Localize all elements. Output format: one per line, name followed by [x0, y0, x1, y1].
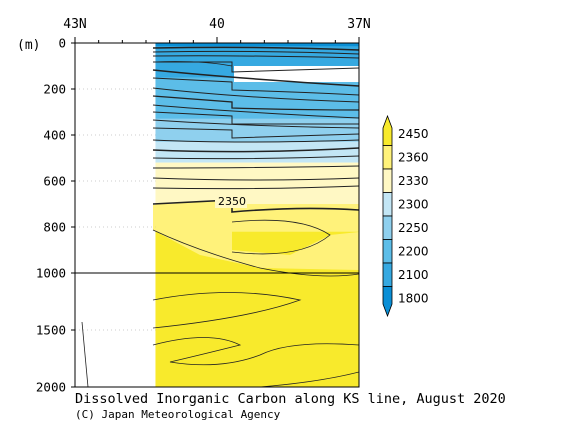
legend-swatch [382, 262, 393, 287]
contour-line-0 [152, 46, 359, 51]
contour-line-18 [152, 199, 359, 213]
latitude-axis: 43N 40 37N [63, 17, 371, 43]
fill-band-0 [155, 43, 359, 47]
contour-line-24 [152, 61, 233, 67]
depth-tick-label: 200 [43, 82, 66, 97]
legend-swatch [382, 145, 393, 170]
legend-label: 2330 [398, 174, 429, 188]
contour-line-13 [152, 147, 359, 153]
credit-text: (C) Japan Meteorological Agency [75, 408, 281, 421]
contour-line-16 [152, 177, 359, 181]
legend-swatch [382, 192, 393, 217]
depth-tick-label: 0 [58, 36, 66, 51]
contour-line-21 [152, 292, 302, 329]
contour-label-bg [215, 194, 247, 208]
lat-tick-label: 43N [63, 17, 86, 32]
contour-line-edge [81, 321, 89, 387]
contour-line-7 [152, 95, 359, 111]
legend-swatch [382, 286, 393, 318]
contour-lines [81, 46, 359, 387]
contour-line-11 [152, 127, 359, 139]
depth-tick-label: 400 [43, 128, 66, 143]
fill-band-4 [155, 141, 359, 163]
contour-line-6 [152, 87, 359, 103]
lat-tick-label: 40 [209, 17, 225, 32]
legend-label: 2200 [398, 244, 429, 258]
legend-label: 2250 [398, 221, 429, 235]
contour-line-20 [231, 219, 331, 255]
depth-tick-label: 2000 [36, 380, 66, 395]
legend-label: 2300 [398, 197, 429, 211]
fill-band-5 [155, 162, 359, 204]
depth-tick-label: 800 [43, 220, 66, 235]
depth-tick-label: 1000 [36, 266, 66, 281]
depth-axis: 0 200 400 600 800 1000 1500 2000 [36, 36, 75, 395]
depth-gridlines [75, 88, 156, 331]
lat-tick-label: 37N [347, 17, 370, 32]
color-legend: 2450 2360 2330 2300 2250 2200 2100 1800 [382, 114, 429, 318]
contour-line-4 [152, 69, 359, 87]
legend-label: 2100 [398, 268, 429, 282]
depth-unit-label: (m) [17, 38, 40, 53]
contour-line-23 [259, 371, 359, 387]
contour-line-3 [153, 61, 359, 73]
chart-title: Dissolved Inorganic Carbon along KS line… [75, 391, 506, 407]
depth-tick-label: 1500 [36, 323, 66, 338]
section-fill [153, 43, 359, 387]
fill-wedge-2350 [153, 200, 359, 270]
fill-band-3 [155, 118, 359, 142]
legend-swatch [382, 215, 393, 240]
contour-line-10 [152, 119, 359, 129]
contour-line-5 [152, 77, 359, 96]
contour-line-22 [152, 337, 359, 366]
legend-swatch [382, 239, 393, 264]
contour-line-2 [152, 55, 359, 59]
contour-line-1 [152, 50, 359, 55]
contour-line-15 [152, 165, 359, 169]
legend-label: 1800 [398, 291, 429, 305]
legend-swatch [382, 168, 393, 193]
missing-data-patch [234, 66, 359, 82]
legend-label: 2360 [398, 150, 429, 164]
contour-line-14 [152, 155, 359, 160]
contour-line-17 [152, 185, 359, 190]
contour-line-8 [152, 104, 359, 119]
contour-label-2350: 2350 [218, 195, 246, 208]
legend-label: 2450 [398, 127, 429, 141]
depth-tick-label: 600 [43, 174, 66, 189]
legend-swatch [382, 114, 393, 146]
contour-line-19 [152, 229, 359, 277]
contour-line-12 [152, 139, 359, 143]
